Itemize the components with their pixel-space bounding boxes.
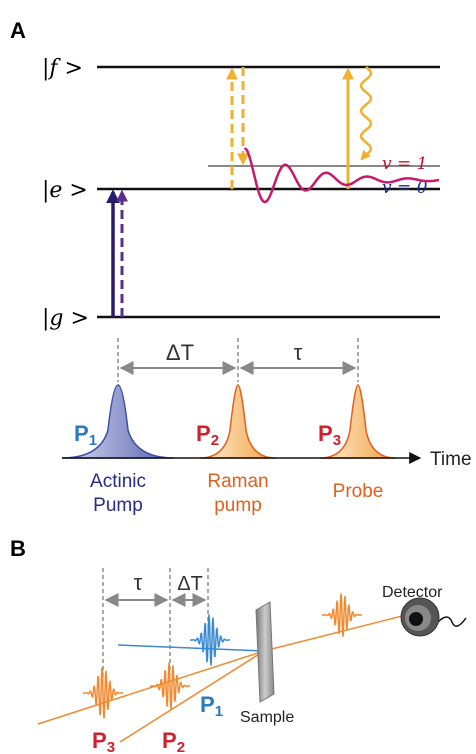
wave-packet xyxy=(189,614,231,666)
pulse-label: P1 xyxy=(74,421,97,449)
delay-label: τ xyxy=(294,340,303,365)
pulse-name: Raman xyxy=(207,471,268,492)
pulse-label: P2 xyxy=(162,728,185,754)
detector-label: Detector xyxy=(382,584,443,601)
pulse-label: P3 xyxy=(92,728,115,754)
sample xyxy=(255,601,275,703)
pulse-name: Actinic xyxy=(90,471,146,492)
pulse-label: P3 xyxy=(318,421,341,449)
v1-label: v = 1 xyxy=(382,154,427,174)
wave-packet xyxy=(82,667,124,719)
sample-label: Sample xyxy=(240,709,294,726)
delay-label: ΔT xyxy=(177,573,203,595)
vibrational-coherence xyxy=(243,147,440,204)
energy-levels xyxy=(97,65,440,319)
beam xyxy=(117,644,265,652)
pulse-name: Pump xyxy=(93,495,143,516)
v0-label: v = 0 xyxy=(382,178,428,198)
panel-label: B xyxy=(10,536,26,561)
pulse-name: Probe xyxy=(333,481,384,502)
pulse-label: P2 xyxy=(196,421,219,449)
delay-guides xyxy=(117,338,359,382)
wave-packet xyxy=(149,662,191,710)
delay-label: ΔT xyxy=(166,340,194,365)
pulse xyxy=(61,384,175,459)
beam xyxy=(37,650,265,725)
wave-packets xyxy=(82,593,363,719)
level-label: |g > xyxy=(42,306,89,331)
axis-label: Time xyxy=(430,449,472,470)
beam xyxy=(263,613,411,652)
level-label: |f > xyxy=(42,56,83,81)
panel-label: A xyxy=(10,18,26,43)
delay-label: τ xyxy=(134,570,143,595)
detector xyxy=(400,597,467,637)
wave-packet xyxy=(321,593,363,637)
pulse xyxy=(319,384,397,459)
pulse-name: pump xyxy=(214,495,262,516)
beam xyxy=(119,650,265,743)
scatter-arrow xyxy=(359,66,373,161)
level-label: |e > xyxy=(42,178,88,203)
pulse-label: P1 xyxy=(200,692,223,720)
pulse xyxy=(199,384,277,459)
